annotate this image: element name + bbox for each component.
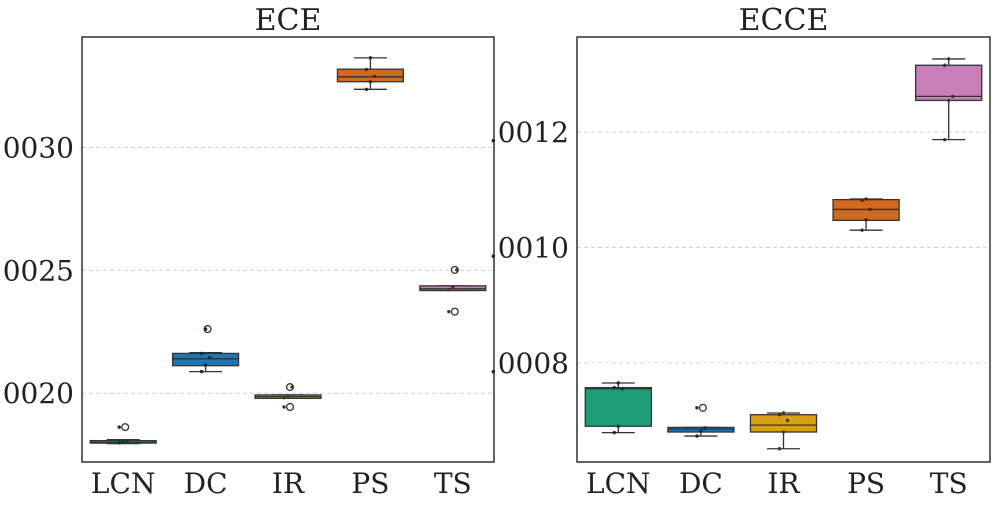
data-point xyxy=(364,67,369,72)
data-point xyxy=(951,94,955,99)
outlier-point xyxy=(121,423,130,432)
data-point xyxy=(777,413,782,417)
data-point xyxy=(616,424,620,428)
chart-title: ECCE xyxy=(739,3,829,38)
box-ts xyxy=(915,57,983,142)
data-point xyxy=(203,363,208,367)
data-point xyxy=(117,425,121,429)
chart-panel-ece: .0020 .0025 .0030 ECE LCN DC IR PS TS xyxy=(0,3,495,500)
x-tick-label: DC xyxy=(679,467,723,500)
data-point xyxy=(121,440,125,444)
outlier-point xyxy=(285,402,295,412)
y-tick-label: .0010 xyxy=(489,231,569,264)
chart-panel-ecce: .0008 .0010 .0012 ECCE LCN DC IR PS TS xyxy=(489,3,991,500)
data-point xyxy=(947,57,951,61)
data-point xyxy=(117,441,121,445)
data-point xyxy=(199,351,204,356)
data-point xyxy=(455,268,459,272)
box-ts xyxy=(419,265,487,316)
plot-frame xyxy=(81,36,495,463)
data-point xyxy=(447,309,451,314)
data-point xyxy=(943,137,947,142)
y-tick-label: .0008 xyxy=(489,347,569,380)
data-point xyxy=(620,387,624,391)
data-point xyxy=(368,56,373,60)
data-point xyxy=(781,430,786,434)
x-tick-label: PS xyxy=(351,467,389,500)
data-point xyxy=(207,355,212,360)
box-ps xyxy=(832,197,900,232)
data-point xyxy=(943,63,947,67)
data-point xyxy=(612,385,616,390)
data-point xyxy=(868,207,872,212)
data-point xyxy=(282,395,286,400)
x-tick-label: LCN xyxy=(586,467,651,500)
y-tick-label: .0020 xyxy=(0,377,74,410)
box-body xyxy=(584,386,652,427)
data-point xyxy=(864,218,868,222)
x-tick-label: LCN xyxy=(91,467,156,500)
data-point xyxy=(372,74,377,79)
y-tick-label: .0025 xyxy=(0,254,74,287)
data-point xyxy=(616,381,620,385)
box-dc xyxy=(171,325,240,374)
box-lcn xyxy=(89,423,157,445)
x-tick-label: IR xyxy=(767,467,800,500)
data-point xyxy=(286,394,290,398)
data-point xyxy=(368,80,373,84)
data-point xyxy=(125,439,129,444)
chart-title: ECE xyxy=(255,3,322,38)
box-body xyxy=(336,68,405,83)
x-tick-label: PS xyxy=(847,467,885,500)
box-ir xyxy=(749,411,818,451)
data-point xyxy=(781,411,786,415)
box-dc xyxy=(667,403,735,438)
data-point xyxy=(860,228,864,232)
y-tick-label: .0030 xyxy=(0,132,74,165)
outlier-point xyxy=(450,307,459,316)
outlier-point xyxy=(698,403,707,412)
x-tick-label: TS xyxy=(434,467,472,500)
data-point xyxy=(785,418,790,423)
box-ps xyxy=(336,56,405,92)
x-tick-label: DC xyxy=(184,467,228,500)
data-point xyxy=(612,430,616,435)
data-point xyxy=(451,285,455,290)
data-point xyxy=(203,327,208,331)
data-point xyxy=(703,426,707,430)
data-point xyxy=(699,429,703,433)
data-point xyxy=(860,198,864,202)
x-tick-label: TS xyxy=(930,467,968,500)
y-tick-label: .0012 xyxy=(489,116,569,149)
data-point xyxy=(695,434,699,438)
data-point xyxy=(447,287,451,292)
data-point xyxy=(947,98,951,103)
x-tick-label: IR xyxy=(272,467,305,500)
data-point xyxy=(864,197,868,201)
data-point xyxy=(199,369,204,374)
data-point xyxy=(282,405,286,409)
data-point xyxy=(695,406,699,410)
box-body xyxy=(915,64,983,102)
data-point xyxy=(364,87,369,92)
box-body xyxy=(749,414,818,433)
box-lcn xyxy=(584,381,652,435)
plot-frame xyxy=(576,36,991,463)
data-point xyxy=(777,447,782,451)
box-ir xyxy=(254,383,322,412)
data-point xyxy=(290,385,294,389)
